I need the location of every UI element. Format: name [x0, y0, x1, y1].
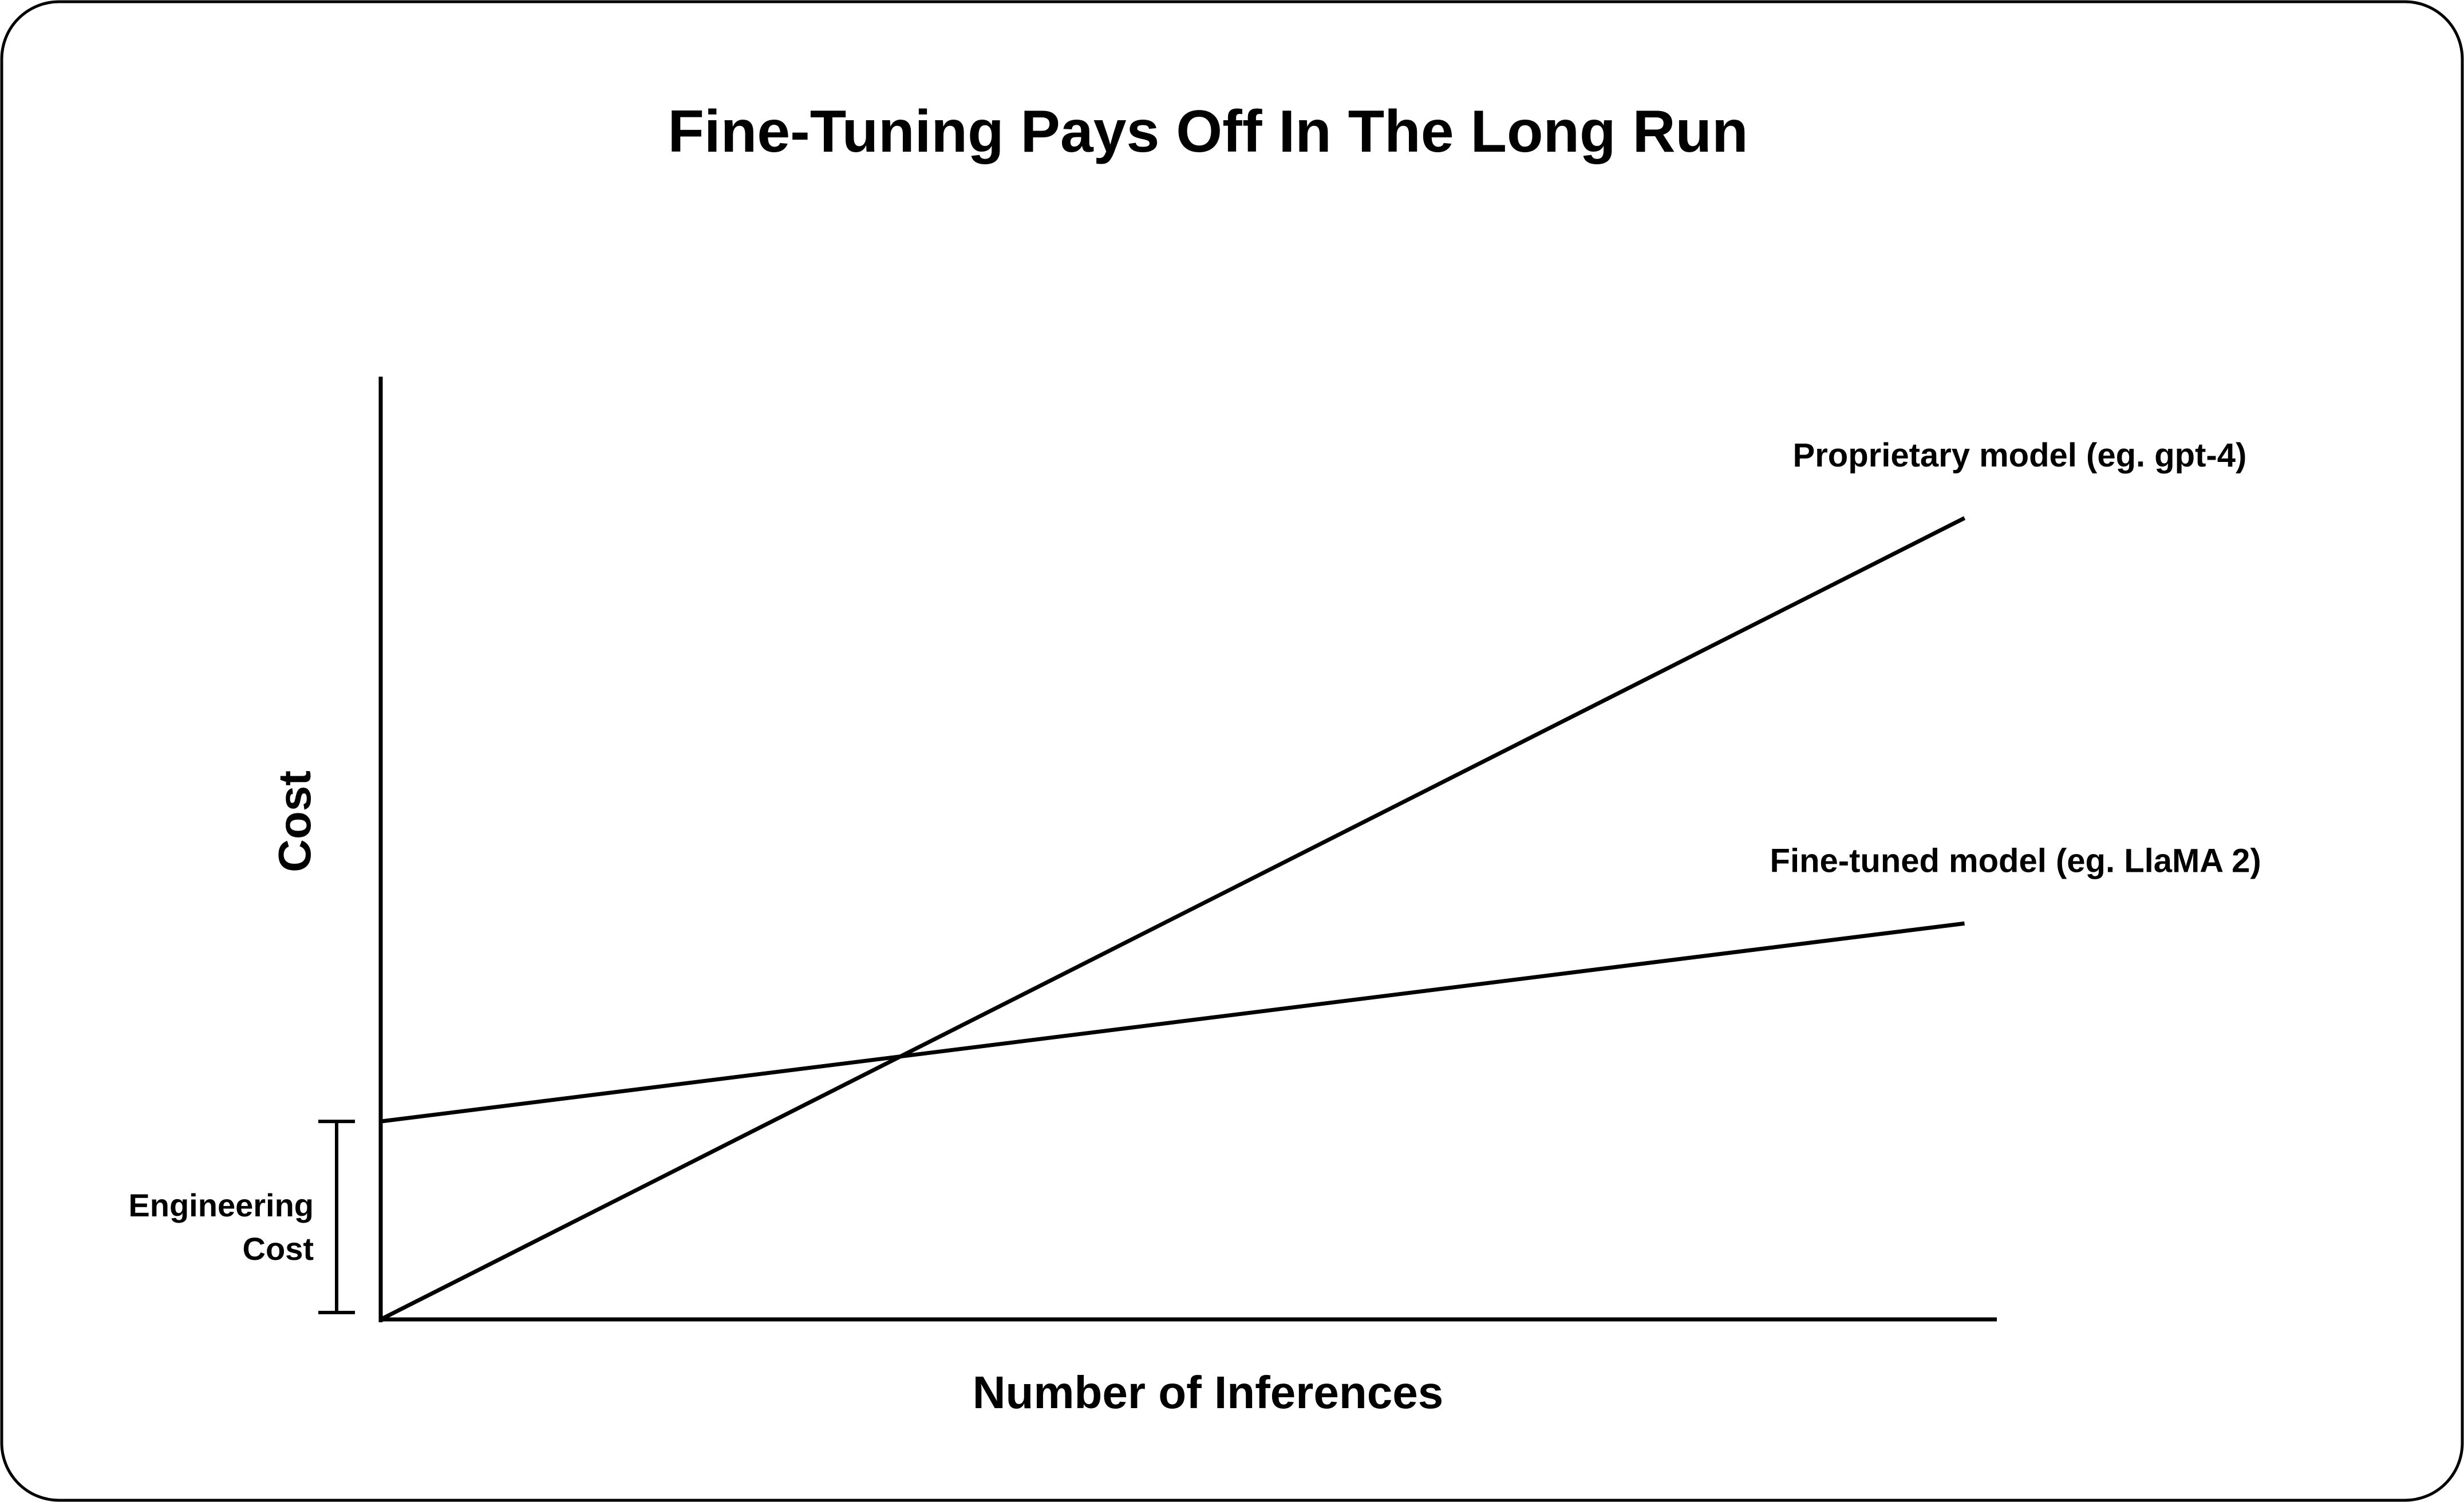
chart-title: Fine-Tuning Pays Off In The Long Run: [668, 98, 1748, 165]
annotation-cost-label: Cost: [243, 1231, 314, 1267]
y-axis-label: Cost: [269, 770, 320, 872]
series-label-proprietary-model-eg-gpt-4: Proprietary model (eg. gpt-4): [1793, 437, 2247, 474]
series-label-fine-tuned-model-eg-llama-2: Fine-tuned model (eg. LlaMA 2): [1770, 842, 2261, 879]
x-axis-label: Number of Inferences: [973, 1367, 1443, 1418]
annotation-engineering-label: Engineering: [128, 1187, 314, 1223]
series-line-fine-tuned-model-eg-llama-2: [380, 921, 1965, 1124]
series-line-proprietary-model-eg-gpt-4: [380, 516, 1966, 1322]
engineering-cost-bracket: [318, 1120, 355, 1314]
series-layer: Proprietary model (eg. gpt-4) Fine-tuned …: [380, 437, 2261, 1322]
